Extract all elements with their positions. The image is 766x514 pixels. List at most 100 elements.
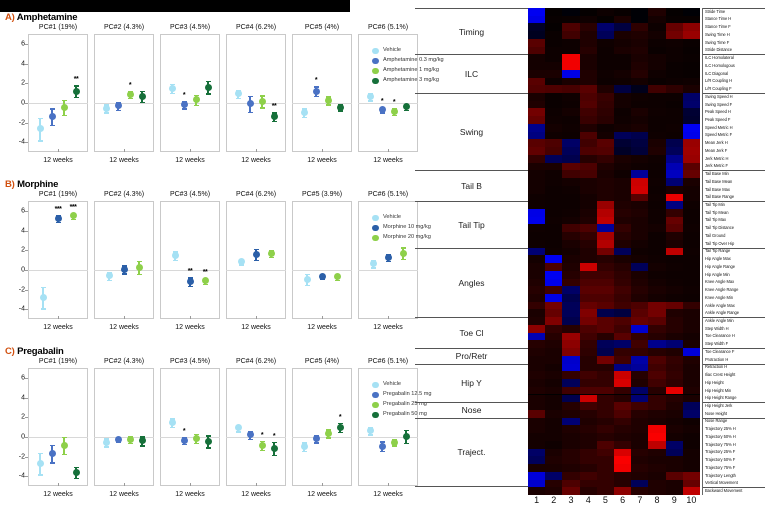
heatmap-row-label: Trajectory 50% F bbox=[705, 457, 736, 463]
error-bar-cap bbox=[193, 104, 199, 107]
heatmap-cell bbox=[614, 394, 632, 403]
heatmap-cell bbox=[528, 100, 546, 109]
significance-marker: * bbox=[338, 414, 342, 422]
y-tick-label: -4 bbox=[18, 472, 25, 480]
heatmap-row bbox=[528, 62, 701, 70]
heatmap-row-label: Stance Time H bbox=[705, 16, 732, 22]
heatmap-cell bbox=[579, 425, 597, 434]
heatmap-cell bbox=[648, 208, 666, 217]
heatmap-cell bbox=[545, 332, 563, 341]
significance-marker: * bbox=[314, 77, 318, 85]
heatmap-row bbox=[528, 332, 701, 341]
heatmap-cell bbox=[545, 23, 563, 32]
heatmap-figure: Timing ILC Swing Tail B Tail Tip Angles Toe Cl… bbox=[415, 0, 766, 514]
heatmap-cell bbox=[596, 62, 615, 70]
heatmap-cell bbox=[528, 178, 546, 186]
heatmap-cell bbox=[528, 185, 546, 194]
heatmap-row bbox=[528, 309, 701, 318]
legend-swatch bbox=[372, 214, 379, 221]
heatmap-row bbox=[528, 170, 701, 179]
mean-marker bbox=[126, 435, 134, 443]
heatmap-group-separator bbox=[703, 201, 765, 203]
heatmap-row bbox=[528, 69, 701, 78]
heatmap-cell bbox=[528, 31, 546, 39]
heatmap-cell bbox=[614, 108, 632, 117]
heatmap-row-label: Hip Angle Max bbox=[705, 256, 731, 262]
mean-marker bbox=[36, 125, 44, 133]
heatmap-cell bbox=[545, 278, 563, 287]
error-bar-cap bbox=[385, 260, 391, 263]
heatmap-cell bbox=[528, 409, 546, 418]
mean-marker bbox=[36, 459, 44, 467]
heatmap-cell bbox=[562, 402, 580, 410]
mean-marker bbox=[333, 273, 341, 281]
error-bar-cap bbox=[49, 462, 55, 464]
heatmap-cell bbox=[596, 216, 615, 225]
heatmap-row-label: Toe Clearance F bbox=[705, 348, 735, 354]
heatmap-cell bbox=[682, 317, 701, 325]
heatmap-cell bbox=[648, 15, 666, 24]
heatmap-cell bbox=[665, 85, 683, 94]
heatmap-cell bbox=[665, 286, 683, 294]
heatmap-cell bbox=[665, 46, 683, 55]
significance-marker: ** bbox=[202, 268, 208, 276]
heatmap-cell bbox=[596, 139, 615, 148]
heatmap-cell bbox=[682, 139, 701, 148]
mean-marker bbox=[48, 450, 56, 458]
heatmap-row bbox=[528, 31, 701, 39]
heatmap-cell bbox=[528, 201, 546, 209]
heatmap-cell bbox=[562, 100, 580, 109]
error-bar-cap bbox=[40, 286, 46, 288]
heatmap-cell bbox=[682, 247, 701, 256]
heatmap-cell bbox=[614, 185, 632, 194]
error-bar-cap bbox=[136, 260, 142, 263]
x-tick bbox=[124, 483, 125, 486]
heatmap-group-separator bbox=[703, 317, 765, 318]
heatmap-cell bbox=[579, 23, 597, 32]
heatmap-cell bbox=[579, 224, 597, 233]
mean-marker bbox=[369, 259, 377, 267]
heatmap-cell bbox=[614, 417, 632, 426]
legend-swatch bbox=[372, 391, 379, 398]
heatmap-cell bbox=[631, 15, 649, 24]
heatmap-cell bbox=[528, 15, 546, 24]
legend-label: Vehicle bbox=[383, 47, 402, 53]
x-tick bbox=[190, 483, 191, 486]
heatmap-cell bbox=[614, 386, 632, 395]
heatmap-cell bbox=[596, 77, 615, 86]
heatmap-row bbox=[528, 247, 701, 256]
heatmap-cell bbox=[562, 77, 580, 86]
heatmap-cell bbox=[631, 317, 649, 325]
heatmap-cell bbox=[545, 371, 563, 380]
heatmap-cell bbox=[528, 394, 546, 403]
heatmap-cell bbox=[528, 255, 546, 264]
group-label-text: Swing bbox=[459, 127, 484, 138]
heatmap-cell bbox=[528, 309, 546, 318]
heatmap-cell bbox=[579, 54, 597, 63]
error-bar-cap bbox=[172, 251, 178, 253]
heatmap-cell bbox=[562, 154, 580, 163]
heatmap-cell bbox=[562, 348, 580, 356]
heatmap-cell bbox=[648, 139, 666, 148]
mean-marker bbox=[366, 92, 374, 100]
heatmap-cell bbox=[614, 46, 632, 55]
heatmap-group-separator bbox=[703, 8, 765, 9]
error-bar-cap bbox=[247, 111, 253, 114]
heatmap-group-label: Angles bbox=[415, 247, 528, 318]
heatmap-cell bbox=[596, 263, 615, 271]
mean-marker bbox=[138, 92, 146, 100]
heatmap-row bbox=[528, 294, 701, 302]
heatmap-cell bbox=[545, 464, 563, 472]
heatmap-row bbox=[528, 317, 701, 325]
heatmap-cell bbox=[648, 232, 666, 240]
heatmap-cell bbox=[665, 379, 683, 387]
heatmap-cell bbox=[665, 208, 683, 217]
heatmap-cell bbox=[665, 15, 683, 24]
heatmap-cell bbox=[562, 31, 580, 39]
heatmap-cell bbox=[682, 433, 701, 441]
heatmap-cell bbox=[579, 363, 597, 372]
heatmap-cell bbox=[614, 464, 632, 472]
heatmap-cell bbox=[631, 324, 649, 333]
pc-panel: PC#5 (4%) 12 weeks * bbox=[292, 358, 352, 498]
mean-marker bbox=[324, 429, 332, 437]
